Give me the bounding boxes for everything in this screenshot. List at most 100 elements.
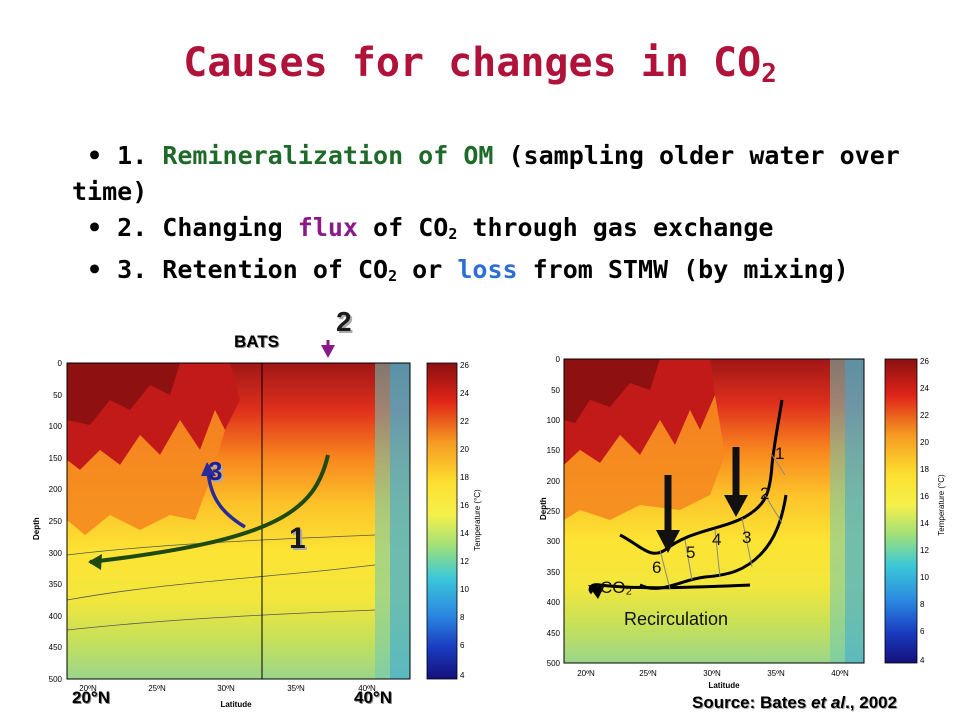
- bullet-list: • 1. Remineralization of OM (sampling ol…: [72, 138, 932, 294]
- svg-text:500: 500: [547, 659, 561, 668]
- svg-text:26: 26: [920, 357, 929, 366]
- y-tick: 400: [49, 612, 63, 621]
- recirculation-arrowhead: [588, 585, 604, 599]
- bats-label: BATS: [234, 332, 280, 351]
- bullet-2: • 2. Changing flux of CO2 through gas ex…: [72, 213, 774, 243]
- right-colorbar: [884, 358, 918, 664]
- right-temperature-section: 0 50 100 150 200 250 300 350 400 450 500…: [539, 355, 946, 690]
- svg-text:16: 16: [920, 492, 929, 501]
- svg-text:150: 150: [547, 446, 561, 455]
- svg-text:26: 26: [460, 361, 469, 370]
- svg-text:8: 8: [920, 600, 925, 609]
- svg-text:14: 14: [920, 519, 929, 528]
- step-3-label: 3: [742, 528, 751, 547]
- left-colorbar-label: Temperature (°C): [473, 489, 482, 551]
- marker-2: 2: [336, 306, 352, 337]
- svg-text:30ºN: 30ºN: [703, 669, 721, 678]
- left-temperature-section: 0 50 100 150 200 250 300 350 400 450 500…: [32, 340, 482, 709]
- svg-text:12: 12: [460, 557, 469, 566]
- marker-1: 1: [289, 522, 306, 555]
- slide-title: Causes for changes in CO2: [183, 40, 777, 89]
- big-label-20n: 20°N: [72, 688, 110, 707]
- svg-text:10: 10: [460, 585, 469, 594]
- y-tick: 250: [49, 517, 63, 526]
- y-tick: 50: [53, 391, 62, 400]
- svg-text:400: 400: [547, 598, 561, 607]
- y-tick: 350: [49, 580, 63, 589]
- svg-text:20: 20: [460, 445, 469, 454]
- left-colorbar-ticks: 26 24 22 20 18 16 14 12 10 8 6 4: [460, 361, 469, 680]
- svg-text:10: 10: [920, 573, 929, 582]
- left-y-axis-label: Depth: [32, 517, 41, 540]
- step-5-label: 5: [686, 543, 695, 562]
- svg-text:18: 18: [920, 465, 929, 474]
- svg-text:300: 300: [547, 537, 561, 546]
- big-label-40n: 40°N: [354, 688, 392, 707]
- svg-text:14: 14: [460, 529, 469, 538]
- svg-text:100: 100: [547, 416, 561, 425]
- svg-text:22: 22: [920, 411, 929, 420]
- svg-text:18: 18: [460, 473, 469, 482]
- y-tick: 200: [49, 485, 63, 494]
- step-4-label: 4: [712, 530, 721, 549]
- svg-text:350: 350: [547, 568, 561, 577]
- x-tick: 40ºN: [358, 684, 376, 693]
- svg-text:250: 250: [547, 507, 561, 516]
- x-tick: 25ºN: [148, 684, 166, 693]
- svg-text:25ºN: 25ºN: [639, 669, 657, 678]
- svg-text:35ºN: 35ºN: [767, 669, 785, 678]
- y-tick: 100: [49, 422, 63, 431]
- y-tick: 450: [49, 643, 63, 652]
- svg-text:0: 0: [556, 355, 561, 364]
- ventilation-isolines: [659, 454, 786, 590]
- bullet-3: • 3. Retention of CO2 or loss from STMW …: [72, 255, 849, 285]
- co2-label: CO₂: [600, 578, 632, 597]
- orange-layer: [67, 410, 225, 535]
- left-x-tick-labels: 20ºN 25ºN 30ºN 35ºN 40ºN: [79, 684, 376, 693]
- step-1-label: 1: [775, 444, 784, 463]
- right-x-axis-label: Latitude: [708, 681, 740, 690]
- svg-text:200: 200: [547, 477, 561, 486]
- svg-text:20: 20: [920, 438, 929, 447]
- ventilation-upper-line: [619, 399, 784, 555]
- svg-text:16: 16: [460, 501, 469, 510]
- svg-text:40ºN: 40ºN: [831, 669, 849, 678]
- source-citation: Source: Bates et al., 2002: [692, 693, 898, 712]
- left-x-axis-label: Latitude: [220, 700, 252, 709]
- bullet-1: • 1. Remineralization of OM (sampling ol…: [72, 141, 900, 206]
- y-tick: 150: [49, 454, 63, 463]
- arrow-3-head: [201, 462, 216, 476]
- svg-text:24: 24: [920, 384, 929, 393]
- y-tick: 0: [58, 359, 63, 368]
- left-colorbar: [426, 362, 458, 680]
- step-labels: 1 2 3 4 5 6: [652, 444, 784, 577]
- svg-text:12: 12: [920, 546, 929, 555]
- svg-text:6: 6: [920, 627, 925, 636]
- y-tick: 500: [49, 675, 63, 684]
- warm-water-core: [67, 363, 180, 425]
- x-tick: 35ºN: [287, 684, 305, 693]
- x-tick: 30ºN: [217, 684, 235, 693]
- downwelling-arrowhead-a: [656, 530, 680, 553]
- arrow-1-curve: [89, 454, 330, 564]
- left-y-tick-labels: 0 50 100 150 200 250 300 350 400 450 500: [49, 359, 63, 684]
- y-tick: 300: [49, 549, 63, 558]
- right-x-tick-labels: 20ºN 25ºN 30ºN 35ºN 40ºN: [577, 669, 849, 678]
- step-2-label: 2: [760, 484, 769, 503]
- right-colorbar-label: Temperature (°C): [937, 474, 946, 536]
- right-y-tick-labels: 0 50 100 150 200 250 300 350 400 450 500: [547, 355, 561, 668]
- recirculation-label: Recirculation: [624, 609, 728, 629]
- svg-text:4: 4: [460, 671, 465, 680]
- right-orange-layer: [564, 395, 725, 520]
- right-warm-core: [564, 359, 660, 423]
- svg-text:6: 6: [460, 641, 465, 650]
- arrow-3-curve: [206, 469, 246, 529]
- svg-text:450: 450: [547, 629, 561, 638]
- svg-text:50: 50: [551, 386, 560, 395]
- marker-3: 3: [208, 456, 223, 486]
- svg-text:8: 8: [460, 613, 465, 622]
- svg-text:20ºN: 20ºN: [577, 669, 595, 678]
- svg-text:4: 4: [920, 656, 925, 665]
- step-6-label: 6: [652, 558, 661, 577]
- recirculation-line: [588, 583, 751, 595]
